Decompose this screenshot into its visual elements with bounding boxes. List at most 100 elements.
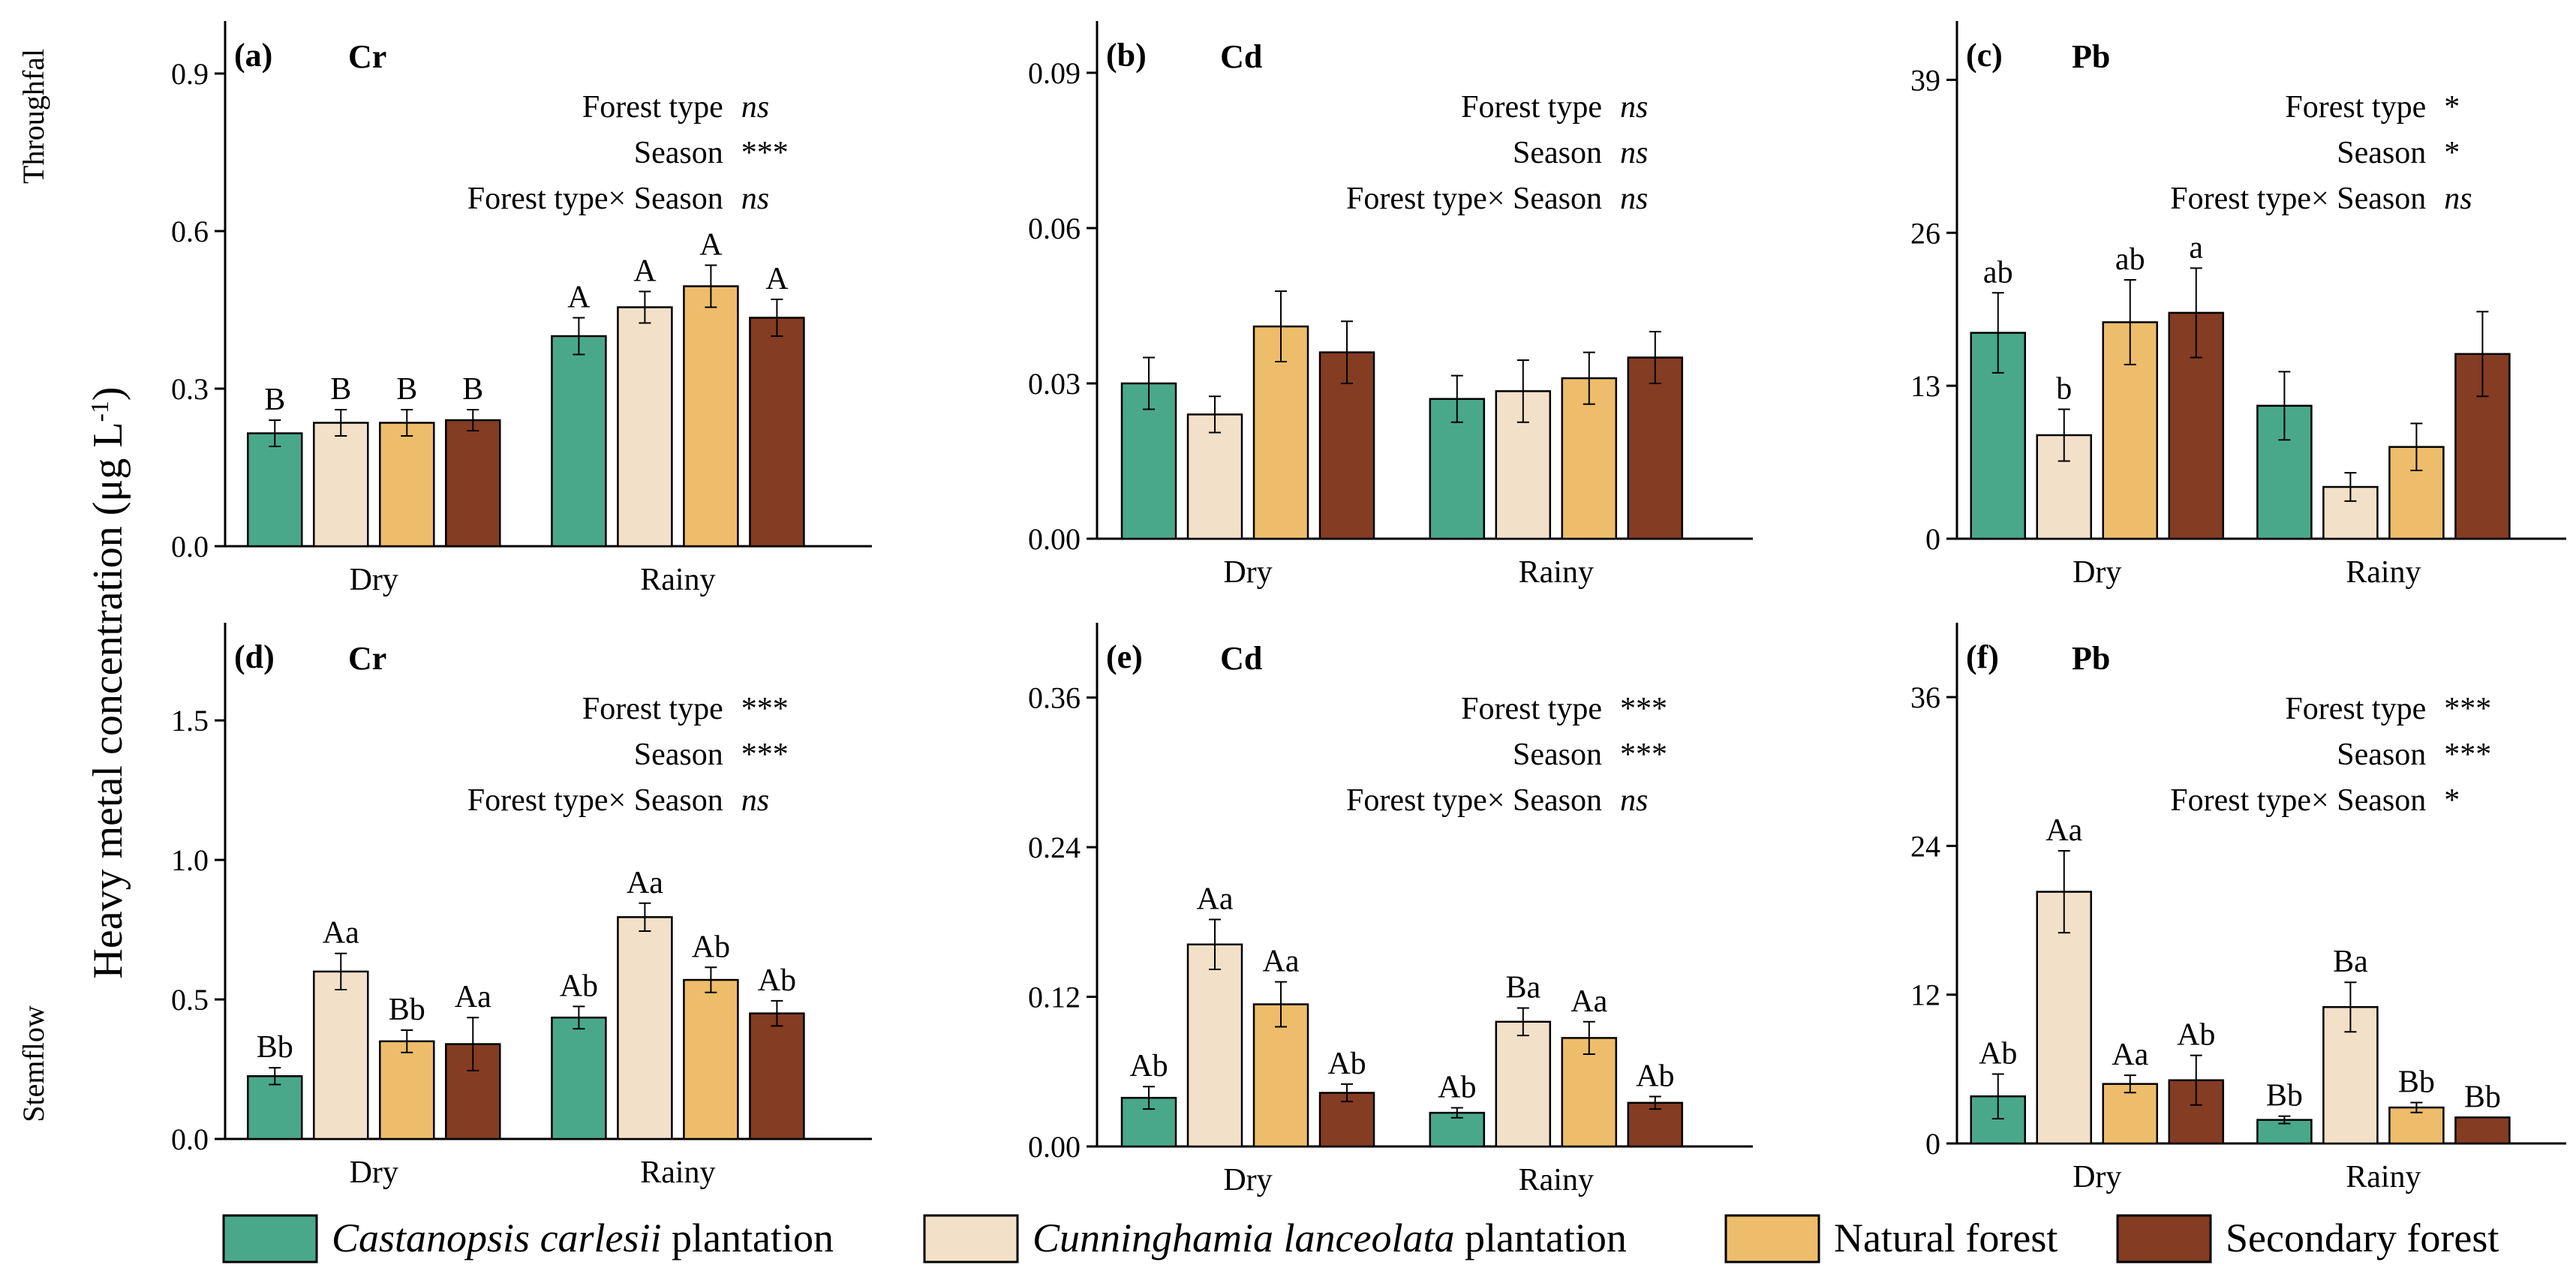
- bar-natural-dry: [379, 1040, 435, 1140]
- significance-label: Ab: [1129, 1049, 1168, 1083]
- significance-label: Aa: [627, 866, 663, 900]
- legend-label-cunninghamia: Cunninghamia lanceolata plantation: [1033, 1215, 1627, 1260]
- panel-d: 0.0 0.5 1.0 1.5 Dry Rainy Bb Ab Aa Aa Bb Ab Aa Ab (d) C…: [171, 623, 872, 1190]
- stat-value: ns: [741, 182, 769, 216]
- y-axis-label: Heavy metal concentration (μg L-1): [85, 386, 131, 978]
- stat-value: ***: [2444, 738, 2491, 772]
- bar-secondary-rainy: [1627, 356, 1684, 540]
- panel-f: 0 12 24 36 Dry Rainy Ab Bb Aa Ba Aa Bb Ab Bb (f) Pb Fore…: [1910, 623, 2566, 1194]
- bar-natural-rainy: [2388, 1106, 2445, 1145]
- y-tick-label: 0.6: [171, 215, 209, 248]
- significance-label: Aa: [323, 916, 359, 951]
- bar-natural-dry: [2102, 1083, 2159, 1145]
- significance-label: Ba: [2333, 945, 2368, 979]
- panel-letter: (e): [1106, 638, 1143, 675]
- stat-value: ***: [1620, 692, 1667, 726]
- bar-secondary-rainy: [749, 317, 805, 548]
- y-tick-label: 0.36: [1028, 681, 1081, 715]
- y-tick-label: 0.12: [1028, 981, 1081, 1014]
- significance-label: A: [567, 281, 591, 315]
- bar-castanopsis-rainy: [551, 1016, 607, 1140]
- bar-cunninghamia-rainy: [617, 306, 673, 548]
- significance-label: Bb: [2266, 1079, 2303, 1113]
- stat-value: ns: [1620, 182, 1648, 216]
- bar-secondary-rainy: [1627, 1101, 1684, 1148]
- significance-label: a: [2189, 230, 2203, 265]
- bar-natural-dry: [379, 422, 435, 548]
- bar-castanopsis-dry: [247, 432, 303, 548]
- stat-value: *: [2444, 136, 2460, 170]
- y-tick-label: 0.03: [1028, 367, 1081, 401]
- stat-label: Season: [2337, 136, 2426, 170]
- panel-letter: (c): [1966, 37, 2003, 74]
- stat-label: Forest type× Season: [1346, 182, 1602, 216]
- stat-label: Forest type: [2285, 692, 2426, 726]
- y-tick-label: 0: [1925, 522, 1940, 556]
- stat-label: Season: [634, 738, 723, 772]
- x-category-label: Rainy: [640, 563, 715, 597]
- significance-label: A: [633, 254, 657, 289]
- significance-label: Ab: [758, 963, 796, 998]
- significance-label: ab: [1983, 255, 2013, 290]
- significance-label: B: [396, 372, 417, 407]
- x-category-label: Dry: [350, 563, 398, 597]
- significance-label: Ab: [1979, 1036, 2017, 1071]
- y-tick-label: 0.9: [171, 57, 209, 91]
- significance-label: Aa: [1263, 945, 1300, 979]
- x-category-label: Dry: [2073, 1160, 2121, 1194]
- bar-castanopsis-dry: [247, 1075, 303, 1140]
- bar-natural-rainy: [683, 978, 739, 1140]
- x-category-label: Dry: [350, 1155, 398, 1190]
- y-tick-label: 0.0: [171, 530, 209, 563]
- legend-swatch-cunninghamia: [923, 1214, 1019, 1263]
- significance-label: Ab: [560, 969, 598, 1003]
- stat-value: ***: [741, 692, 789, 726]
- stat-value: ns: [2444, 182, 2472, 216]
- y-tick-label: 1.5: [171, 704, 209, 738]
- stat-value: ***: [741, 738, 789, 772]
- stat-label: Forest type: [582, 692, 723, 726]
- significance-label: Aa: [1197, 882, 1234, 917]
- panel-letter: (d): [234, 638, 275, 675]
- panel-title: Cr: [348, 640, 386, 677]
- legend-swatch-castanopsis: [222, 1214, 318, 1263]
- significance-label: Ab: [2177, 1018, 2215, 1053]
- bar-cunninghamia-dry: [1186, 943, 1243, 1148]
- stat-value: ns: [1620, 783, 1648, 818]
- x-category-label: Dry: [1223, 555, 1272, 590]
- y-tick-label: 0.5: [171, 983, 209, 1017]
- y-tick-label: 0.24: [1028, 831, 1081, 864]
- stat-value: ***: [1620, 738, 1667, 772]
- x-category-label: Dry: [2073, 555, 2121, 590]
- bar-secondary-dry: [2168, 1079, 2225, 1145]
- significance-label: Ab: [1636, 1059, 1674, 1094]
- row-label-throughfall: Throughfal: [17, 49, 50, 184]
- legend-label-secondary: Secondary forest: [2226, 1215, 2499, 1260]
- x-category-label: Rainy: [640, 1155, 715, 1190]
- panel-title: Cd: [1220, 38, 1262, 75]
- bar-natural-rainy: [683, 285, 739, 548]
- bar-cunninghamia-rainy: [617, 916, 673, 1140]
- stat-label: Forest type: [582, 90, 723, 125]
- panel-b: 0.00 0.03 0.06 0.09 Dry Rainy (b) Cd Forest type…: [1028, 21, 1753, 590]
- y-tick-label: 12: [1910, 978, 1940, 1012]
- stat-label: Season: [634, 136, 723, 170]
- panel-letter: (b): [1106, 37, 1147, 74]
- stat-value: *: [2444, 783, 2460, 818]
- x-category-label: Rainy: [2346, 555, 2421, 590]
- panel-e: 0.00 0.12 0.24 0.36 Dry Rainy Ab Ab Aa Ba Aa Aa Ab Ab…: [1028, 623, 1753, 1197]
- significance-label: Ab: [1438, 1070, 1476, 1104]
- stat-label: Forest type× Season: [1346, 783, 1602, 818]
- panel-title: Cr: [348, 38, 386, 75]
- significance-label: Ba: [1505, 971, 1540, 1005]
- stat-label: Forest type: [2285, 90, 2426, 125]
- bar-cunninghamia-rainy: [1495, 1020, 1552, 1148]
- significance-label: Bb: [257, 1030, 293, 1065]
- panel-title: Cd: [1220, 640, 1262, 677]
- significance-label: b: [2056, 372, 2072, 407]
- panel-title: Pb: [2072, 640, 2110, 677]
- row-label-stemflow: Stemflow: [17, 1005, 50, 1122]
- legend-swatch-secondary: [2116, 1214, 2212, 1263]
- bar-secondary-dry: [445, 419, 501, 548]
